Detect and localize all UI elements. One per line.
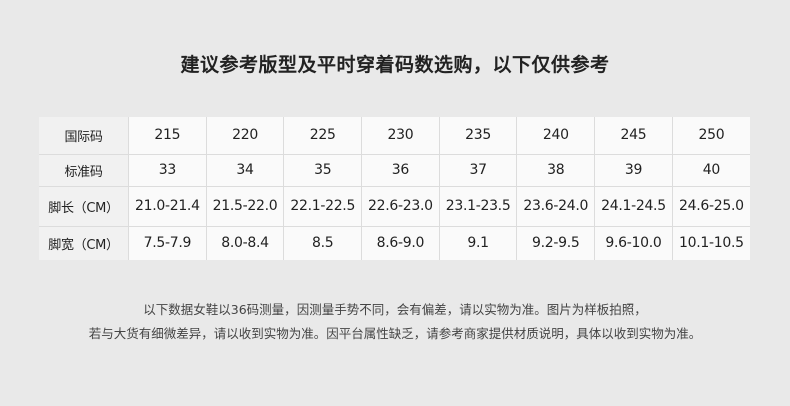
notes: 以下数据女鞋以36码测量，因测量手势不同，会有偏差，请以实物为准。图片为样板拍照… — [0, 298, 790, 346]
table-cell: 230 — [361, 117, 440, 155]
table-cell: 22.6-23.0 — [361, 185, 440, 227]
table-cell: 24.6-25.0 — [671, 185, 750, 227]
table-cell: 23.1-23.5 — [438, 185, 518, 227]
table-cell: 35 — [283, 153, 363, 187]
table-cell: 245 — [594, 117, 673, 155]
row-header: 脚宽（CM） — [39, 225, 129, 260]
table-cell: 38 — [516, 153, 596, 187]
table-cell: 250 — [671, 117, 750, 155]
page-title: 建议参考版型及平时穿着码数选购，以下仅供参考 — [180, 54, 610, 76]
table-cell: 215 — [128, 117, 207, 155]
row-header: 标准码 — [39, 153, 129, 187]
table-cell: 24.1-24.5 — [594, 185, 673, 227]
table-cell: 7.5-7.9 — [128, 225, 207, 260]
table-cell: 220 — [205, 117, 285, 155]
table-cell: 240 — [516, 117, 596, 155]
table-cell: 8.0-8.4 — [205, 225, 285, 260]
table-cell: 9.6-10.0 — [594, 225, 673, 260]
table-cell: 9.1 — [438, 225, 518, 260]
table-cell: 225 — [283, 117, 363, 155]
note-line: 若与大货有细微差异，请以收到实物为准。因平台属性缺乏，请参考商家提供材质说明，具… — [88, 326, 702, 341]
table-row: 脚长（CM） 21.0-21.4 21.5-22.0 22.1-22.5 22.6-23… — [39, 185, 750, 227]
table-row: 国际码 215 220 225 230 235 240 245 250 — [39, 117, 750, 155]
row-header: 脚长（CM） — [39, 185, 129, 227]
table-cell: 8.6-9.0 — [361, 225, 440, 260]
table-cell: 21.0-21.4 — [128, 185, 207, 227]
table-cell: 23.6-24.0 — [516, 185, 596, 227]
table-cell: 36 — [361, 153, 440, 187]
table-cell: 8.5 — [283, 225, 363, 260]
table-cell: 40 — [671, 153, 750, 187]
table-cell: 37 — [438, 153, 518, 187]
table-row: 脚宽（CM） 7.5-7.9 8.0-8.4 8.5 8.6-9.0 9.1 9.2-9.5… — [39, 225, 750, 260]
table-cell: 33 — [128, 153, 207, 187]
table-cell: 34 — [205, 153, 285, 187]
size-table: 国际码 215 220 225 230 235 240 245 250 标准码 33 34 35 36 37… — [39, 117, 750, 260]
table-row: 标准码 33 34 35 36 37 38 39 40 — [39, 153, 750, 187]
table-cell: 22.1-22.5 — [283, 185, 363, 227]
table-cell: 10.1-10.5 — [671, 225, 750, 260]
note-line: 以下数据女鞋以36码测量，因测量手势不同，会有偏差，请以实物为准。图片为样板拍照… — [143, 302, 647, 317]
table-cell: 21.5-22.0 — [205, 185, 285, 227]
table-cell: 235 — [438, 117, 518, 155]
table-cell: 9.2-9.5 — [516, 225, 596, 260]
table-cell: 39 — [594, 153, 673, 187]
row-header: 国际码 — [39, 117, 129, 155]
